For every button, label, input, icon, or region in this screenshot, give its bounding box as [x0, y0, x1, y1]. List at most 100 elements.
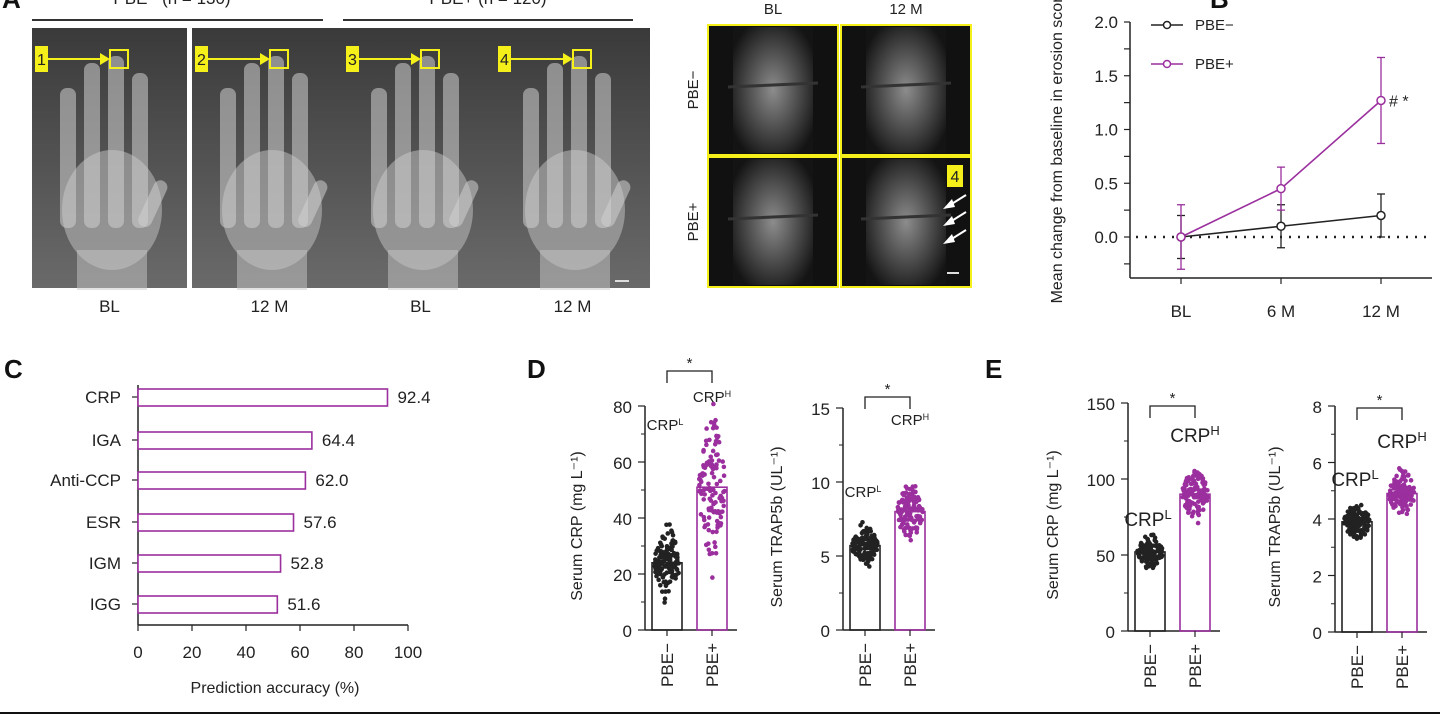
superscript: L [876, 484, 881, 494]
label-base: CRP [1124, 510, 1164, 531]
data-dot [1403, 478, 1408, 483]
data-dot [867, 537, 873, 542]
data-dot [709, 470, 715, 476]
y-tick-label: 0 [1313, 624, 1322, 643]
data-dot [662, 600, 667, 605]
data-dot [711, 509, 717, 515]
roi-number: 2 [197, 52, 206, 69]
roi-number: 4 [500, 52, 509, 69]
data-dot [1196, 499, 1201, 504]
label-base: CRP [693, 389, 725, 406]
data-dot [1147, 546, 1152, 552]
data-dot [713, 417, 718, 423]
x-tick-label: 80 [345, 643, 364, 662]
data-dot [1404, 511, 1410, 517]
finger-bone [298, 180, 328, 227]
data-dot [721, 503, 727, 509]
superscript: L [1371, 467, 1378, 482]
bar-igm [137, 554, 282, 573]
panel-label-d: D [527, 354, 546, 384]
significance-bracket [1356, 407, 1403, 420]
bar-igg [137, 595, 279, 614]
data-dot [1400, 502, 1405, 507]
group-label-crp-high: CRPH [693, 389, 731, 406]
xray-image: 4 12 M [495, 28, 650, 316]
finger-bone [132, 73, 148, 228]
data-dot [857, 555, 863, 560]
legend-marker [1162, 20, 1172, 30]
legend-marker [1162, 59, 1172, 69]
y-tick-label: 15 [811, 400, 830, 419]
significance-bracket [1149, 405, 1196, 418]
finger-bone [571, 56, 587, 228]
bar-value-label: 52.8 [291, 554, 324, 573]
data-dot [903, 484, 909, 489]
x-tick-label: PBE− [1141, 644, 1160, 688]
wrist-shape [388, 250, 458, 290]
y-tick-label: 5 [821, 548, 830, 567]
data-dot [914, 525, 920, 531]
data-dot [664, 522, 669, 528]
data-dot [714, 481, 720, 487]
data-dot [900, 499, 906, 505]
data-dot [917, 520, 923, 526]
data-dot [1149, 559, 1155, 564]
data-dot [864, 545, 870, 551]
y-tick-label: 1.0 [1094, 121, 1118, 140]
category-label: CRP [85, 388, 121, 407]
data-dot [708, 463, 714, 469]
data-dot [710, 493, 715, 498]
y-axis-label: Serum TRAP5b (UL⁻¹) [769, 446, 786, 607]
data-dot [867, 552, 873, 558]
y-tick-label: 0 [1106, 623, 1115, 642]
category-label: IGA [92, 431, 122, 450]
data-dot [1358, 533, 1364, 539]
superscript: H [725, 389, 732, 399]
bar-anti-ccp [137, 471, 307, 490]
data-dot [1349, 515, 1355, 521]
superscript: H [1210, 423, 1219, 438]
data-dot [1201, 482, 1207, 488]
data-dot [1186, 475, 1192, 480]
data-dot [1351, 505, 1357, 511]
data-dot [720, 459, 725, 464]
roi-box [109, 49, 129, 69]
roi-number: 1 [37, 52, 46, 69]
data-dot [703, 438, 709, 444]
data-dot [662, 554, 667, 559]
x-tick-label: 0 [133, 643, 142, 662]
data-dot [1150, 543, 1156, 548]
data-dot [708, 419, 714, 425]
data-dot [1362, 524, 1367, 529]
data-dot [676, 570, 681, 576]
finger-bone [138, 180, 168, 227]
data-dot [1192, 494, 1197, 500]
data-dot [1408, 478, 1414, 483]
finger-bone [443, 73, 459, 228]
data-dot [654, 548, 660, 553]
data-dot [1196, 474, 1202, 479]
data-dot [665, 531, 671, 536]
x-tick-label: PBE− [658, 643, 677, 687]
y-tick-label: 0 [623, 622, 632, 641]
data-dot [705, 522, 711, 527]
wrist-shape [540, 250, 610, 290]
zoom-column-label: 12 M [889, 1, 922, 18]
data-dot [697, 482, 702, 488]
arrow-head-icon [411, 53, 421, 65]
data-dot [1409, 493, 1414, 498]
y-tick-label: 8 [1313, 398, 1322, 417]
x-tick-label: PBE− [1348, 645, 1367, 689]
data-dot [909, 491, 915, 497]
finger-bone [60, 88, 76, 228]
data-dot [1157, 555, 1162, 561]
wrist-shape [77, 250, 147, 290]
data-dot [661, 579, 667, 585]
data-dot [1391, 493, 1397, 498]
data-dot [1390, 502, 1395, 507]
bar-value-label: 62.0 [315, 471, 348, 490]
data-dot [714, 433, 719, 439]
data-dot [1184, 482, 1189, 488]
data-dot [1353, 515, 1359, 521]
